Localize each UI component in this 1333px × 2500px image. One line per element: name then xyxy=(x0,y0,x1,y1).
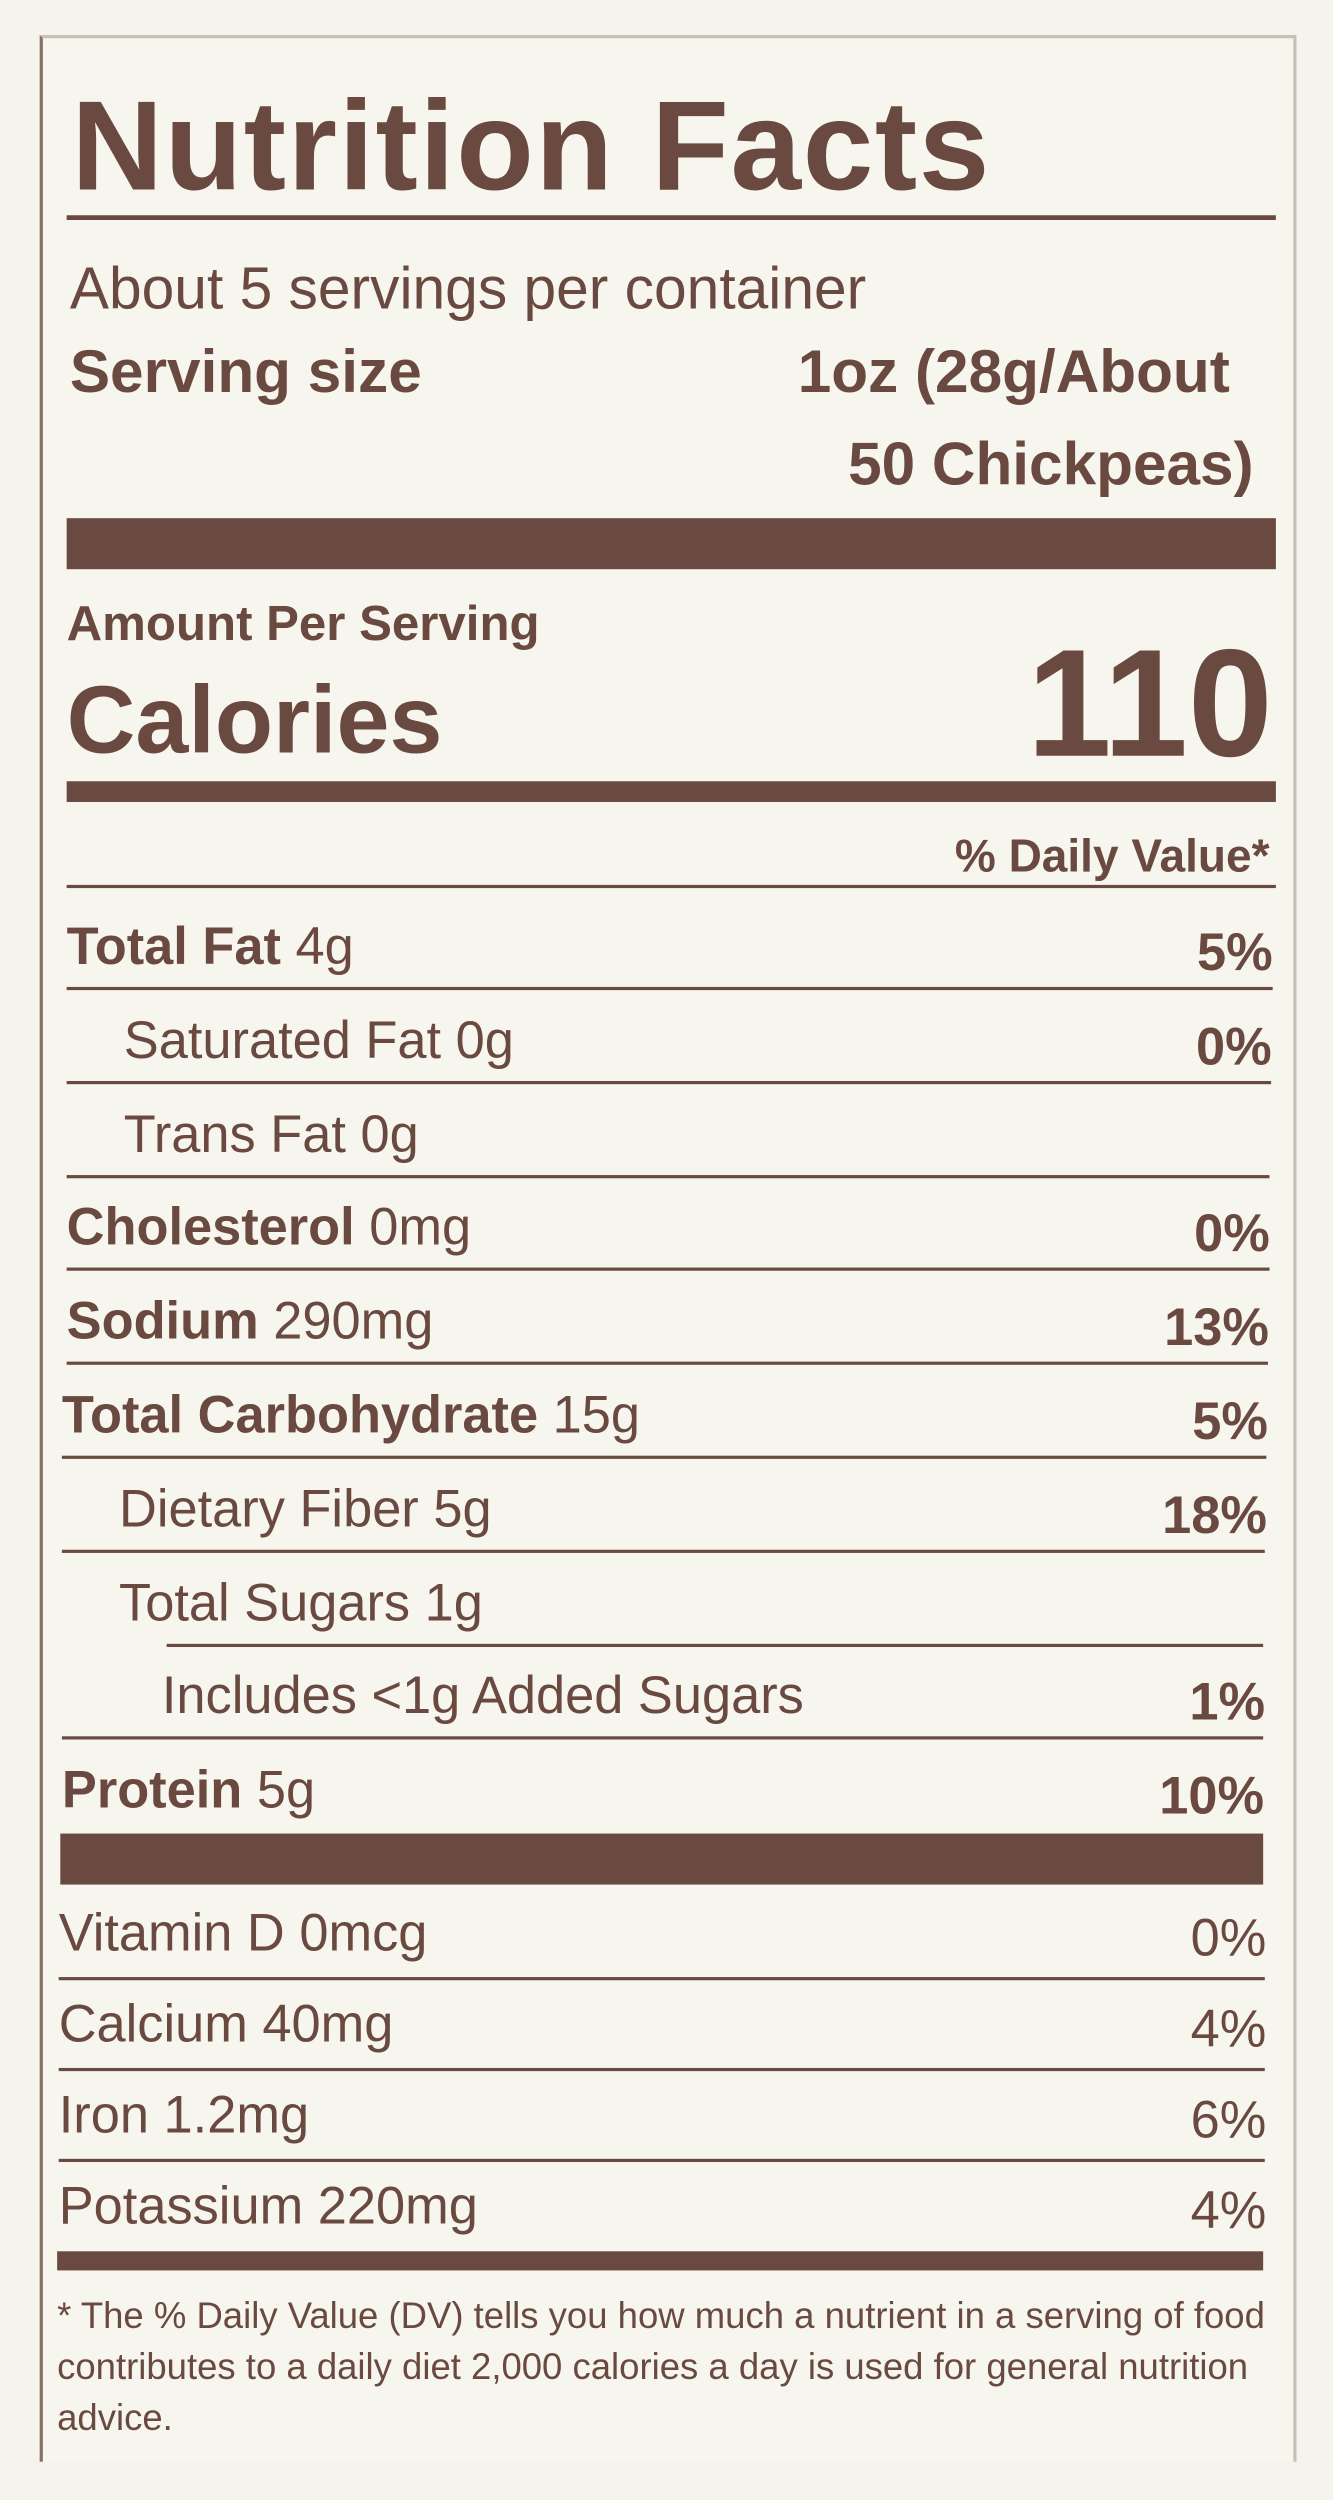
amount-per-serving: Amount Per Serving xyxy=(66,595,540,652)
rule xyxy=(61,1455,1267,1459)
title: Nutrition Facts xyxy=(71,74,991,217)
nutrient-row: Total Sugars 1g xyxy=(119,1575,483,1628)
nutrient-row: Sodium 290mg xyxy=(67,1294,434,1347)
rule xyxy=(66,1361,1268,1366)
medium-bar xyxy=(66,781,1276,802)
daily-value: 0% xyxy=(1196,1016,1272,1076)
nutrient-row: Total Fat 4g xyxy=(67,919,354,972)
rule xyxy=(58,2158,1265,2163)
vitamin-row: Potassium 220mg xyxy=(59,2179,478,2232)
daily-value: 13% xyxy=(1164,1297,1269,1357)
nutrient-amount: 0g xyxy=(455,1009,514,1069)
daily-value: 5% xyxy=(1192,1391,1268,1451)
vitamin-row: Calcium 40mg xyxy=(59,1997,394,2050)
vitamin-amount: 1.2mg xyxy=(163,2084,310,2144)
vitamin-name: Potassium xyxy=(58,2175,304,2235)
calories-value: 110 xyxy=(1026,618,1273,790)
rule xyxy=(58,1977,1265,1981)
servings: About 5 servings per container xyxy=(69,255,867,322)
nutrient-row: Saturated Fat 0g xyxy=(124,1013,514,1066)
rule xyxy=(166,1643,1264,1647)
rule xyxy=(61,1736,1263,1741)
nutrient-amount: 0g xyxy=(360,1103,419,1163)
nutrient-amount: 1g xyxy=(424,1572,483,1632)
thick-bar xyxy=(66,518,1276,570)
nutrient-name: Saturated Fat xyxy=(123,1009,442,1069)
calories-label: Calories xyxy=(66,666,443,774)
nutrient-row: Dietary Fiber 5g xyxy=(119,1482,492,1535)
vitamin-row: Vitamin D 0mcg xyxy=(59,1906,428,1959)
nutrient-row: Cholesterol 0mg xyxy=(67,1200,472,1253)
serving-size-value: 50 Chickpeas) xyxy=(848,432,1254,500)
vitamin-amount: 0mcg xyxy=(299,1902,428,1962)
nutrient-name: Protein xyxy=(61,1759,243,1819)
serving-size-value: 1oz (28g/About xyxy=(797,339,1230,407)
rule xyxy=(66,1080,1272,1084)
vitamin-amount: 220mg xyxy=(317,2175,478,2235)
vitamin-name: Vitamin D xyxy=(58,1902,285,1962)
nutrient-name: Includes <1g Added Sugars xyxy=(161,1665,804,1725)
nutrient-name: Dietary Fiber xyxy=(119,1478,419,1538)
daily-value: 4% xyxy=(1190,1998,1267,2058)
nutrient-row: Trans Fat 0g xyxy=(124,1107,419,1160)
nutrient-amount: 5g xyxy=(256,1759,316,1819)
nutrient-amount: 15g xyxy=(552,1384,641,1444)
nutrient-row: Total Carbohydrate 15g xyxy=(62,1388,640,1441)
daily-value: 6% xyxy=(1190,2089,1267,2149)
nutrient-name: Total Sugars xyxy=(119,1572,411,1632)
thick-bar xyxy=(60,1833,1264,1885)
nutrient-amount: 5g xyxy=(433,1478,492,1538)
nutrient-name: Total Fat xyxy=(66,915,281,975)
daily-value: 5% xyxy=(1196,922,1273,982)
rule xyxy=(66,986,1273,991)
serving-size-label: Serving size xyxy=(69,339,422,407)
rule xyxy=(66,215,1276,221)
daily-value: 1% xyxy=(1189,1672,1266,1732)
nutrient-name: Sodium xyxy=(66,1290,259,1350)
vitamin-amount: 40mg xyxy=(262,1993,394,2053)
daily-value-header: % Daily Value* xyxy=(954,831,1270,883)
rule xyxy=(66,1268,1269,1272)
rule xyxy=(66,884,1276,889)
nutrient-name: Trans Fat xyxy=(123,1103,346,1163)
rule xyxy=(58,2067,1265,2072)
nutrient-row: Protein 5g xyxy=(62,1763,315,1816)
footnote: * The % Daily Value (DV) tells you how m… xyxy=(57,2294,1265,2438)
nutrient-name: Cholesterol xyxy=(66,1197,355,1257)
daily-value: 18% xyxy=(1162,1484,1267,1544)
rule xyxy=(66,1174,1271,1178)
nutrient-amount: 4g xyxy=(295,915,354,975)
daily-value: 10% xyxy=(1159,1766,1265,1826)
nutrient-name: Total Carbohydrate xyxy=(61,1384,539,1444)
nutrient-amount: 0mg xyxy=(369,1197,472,1257)
vitamin-name: Iron xyxy=(58,2084,149,2144)
nutrient-amount: 290mg xyxy=(273,1290,434,1350)
medium-bar xyxy=(57,2251,1264,2271)
daily-value: 0% xyxy=(1194,1203,1270,1263)
nutrient-row: Includes <1g Added Sugars xyxy=(162,1669,804,1722)
daily-value: 4% xyxy=(1190,2180,1267,2240)
daily-value: 0% xyxy=(1190,1907,1267,1967)
vitamin-row: Iron 1.2mg xyxy=(59,2088,309,2141)
rule xyxy=(61,1549,1266,1553)
label-frame xyxy=(39,35,1297,2462)
vitamin-name: Calcium xyxy=(58,1993,248,2053)
